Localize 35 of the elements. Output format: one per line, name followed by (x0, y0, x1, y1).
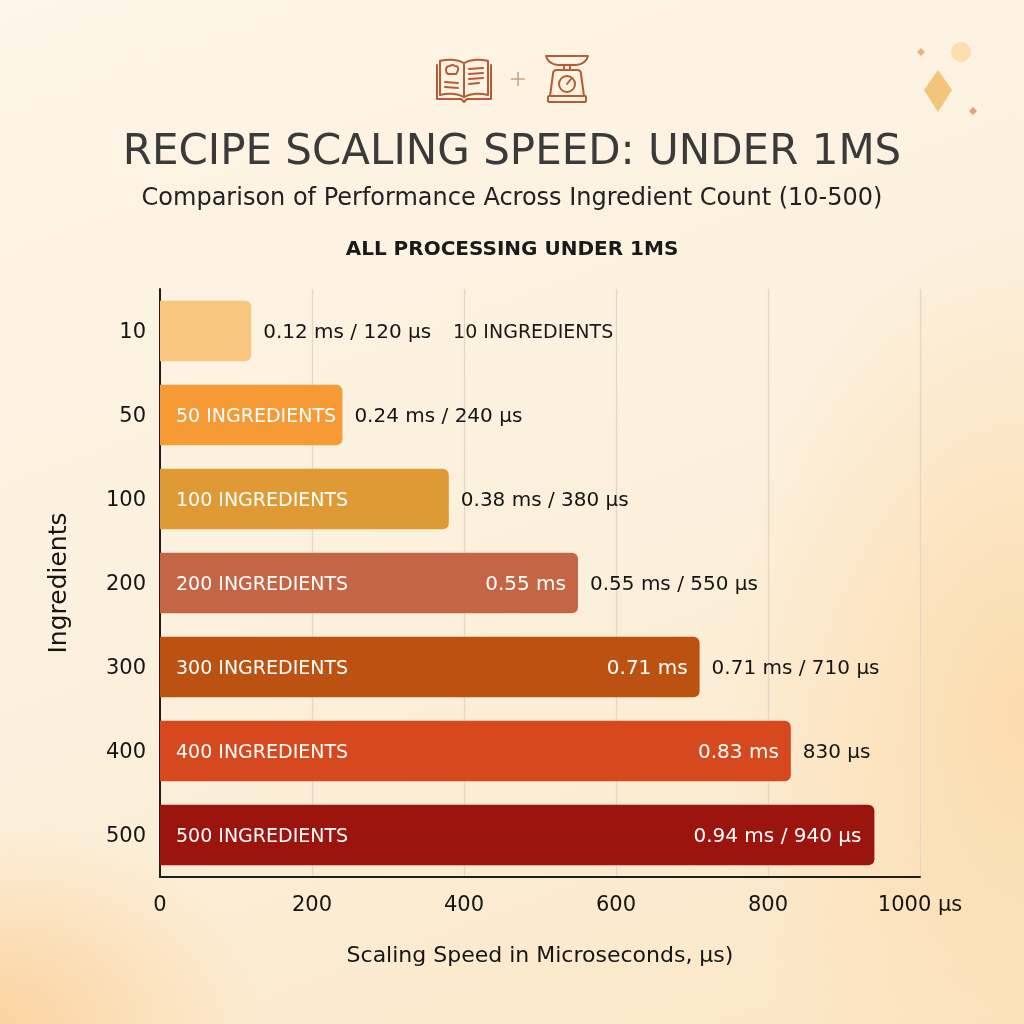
annotation: 10 INGREDIENTS (453, 320, 614, 342)
data-label: 0.38 ms / 380 µs (460, 487, 629, 511)
data-label: 0.24 ms / 240 µs (354, 403, 523, 427)
y-tick-label: 300 (105, 655, 146, 679)
data-label: 0.71 ms / 710 µs (711, 655, 880, 679)
annotation: 200 INGREDIENTS (176, 572, 349, 594)
x-tick-label: 600 (595, 891, 637, 916)
data-label: 0.12 ms / 120 µs (263, 319, 432, 343)
annotation: 0.83 ms (698, 739, 779, 763)
x-tick-label: 800 (747, 891, 789, 916)
y-axis-title: Ingredients (43, 512, 72, 654)
y-tick-label: 10 (119, 319, 146, 343)
chart-title: RECIPE SCALING SPEED: UNDER 1MS (122, 124, 902, 174)
annotation: 0.71 ms (606, 655, 688, 679)
annotation: 0.55 ms (485, 571, 567, 595)
y-tick-label: 500 (105, 823, 146, 847)
annotation: 500 INGREDIENTS (176, 824, 349, 846)
y-tick-label: 400 (105, 739, 146, 763)
y-tick-label: 200 (105, 571, 146, 595)
y-tick-label: 100 (105, 487, 146, 511)
x-tick-label: 200 (291, 891, 333, 916)
y-tick-label: 50 (119, 403, 146, 427)
chart-subtitle: Comparison of Performance Across Ingredient Count (10-500) (141, 183, 883, 211)
data-label: 0.94 ms / 940 µs (693, 823, 862, 847)
annotation: 50 INGREDIENTS (176, 404, 337, 426)
x-tick-label: 400 (443, 891, 485, 916)
x-axis-title: Scaling Speed in Microseconds, µs) (346, 941, 734, 967)
x-tick-label: 0 (153, 891, 167, 916)
annotation: 300 INGREDIENTS (176, 656, 349, 678)
annotation: 100 INGREDIENTS (176, 488, 349, 510)
data-label: 0.55 ms / 550 µs (590, 571, 758, 595)
data-label: 830 µs (802, 739, 871, 763)
annotation: 400 INGREDIENTS (176, 740, 349, 762)
text: ALL PROCESSING UNDER 1MS (345, 236, 679, 260)
x-tick-label: 1000 µs (877, 891, 963, 916)
